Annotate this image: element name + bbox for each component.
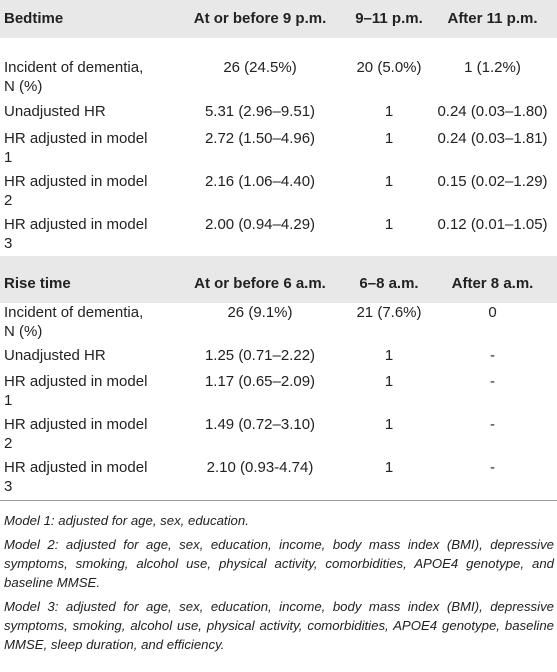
table-cell: 5.31 (2.96–9.51) (204, 103, 316, 120)
table-cell: 26 (9.1%) (227, 304, 293, 321)
row-label: HR adjusted in model 3 (4, 216, 148, 252)
header-cell: At or before 6 a.m. (194, 275, 326, 292)
table-cell: - (490, 347, 495, 364)
table-cell: 2.16 (1.06–4.40) (204, 173, 316, 190)
table-row: Unadjusted HR 1.25 (0.71–2.22) 1 - (0, 346, 557, 370)
table-cell: 1 (384, 373, 394, 390)
table-cell: 1 (384, 216, 394, 233)
header-cell: Bedtime (4, 10, 64, 27)
table-cell: - (490, 416, 495, 433)
row-label: HR adjusted in model 1 (4, 373, 148, 409)
table-cell: 0.12 (0.01–1.05) (437, 216, 548, 233)
table-row: HR adjusted in model 1 2.72 (1.50–4.96) 1 0… (0, 126, 557, 169)
footnote: Model 2: adjusted for age, sex, educatio… (4, 537, 554, 590)
table-row: HR adjusted in model 3 2.10 (0.93-4.74) 1 - (0, 458, 557, 500)
table-cell: 1 (384, 347, 394, 364)
table-cell: - (490, 373, 495, 390)
table-row: Unadjusted HR 5.31 (2.96–9.51) 1 0.24 (0.03… (0, 100, 557, 126)
table-cell: 1 (1.2%) (464, 59, 521, 76)
header-cell: After 8 a.m. (451, 275, 534, 292)
table-row: HR adjusted in model 1 1.17 (0.65–2.09) 1 - (0, 370, 557, 415)
header-cell: 6–8 a.m. (359, 275, 419, 292)
header-row: Bedtime At or before 9 p.m. 9–11 p.m. After… (0, 0, 557, 38)
table-cell: 0.15 (0.02–1.29) (437, 173, 548, 190)
table-cell: 1 (384, 416, 394, 433)
table-cell: 0.24 (0.03–1.80) (437, 103, 548, 120)
table-cell: 1 (384, 103, 394, 120)
table-row: Incident of dementia, N (%) 26 (9.1%) 21 (… (0, 303, 557, 346)
table-row: Incident of dementia, N (%) 26 (24.5%) 20 … (0, 38, 557, 100)
table-cell: 0.24 (0.03–1.81) (437, 130, 548, 147)
table-cell: 21 (7.6%) (356, 304, 422, 321)
footnote: Model 3: adjusted for age, sex, educatio… (4, 599, 554, 652)
header-cell: Rise time (4, 275, 71, 292)
table-cell: 1 (384, 173, 394, 190)
header-row: Rise time At or before 6 a.m. 6–8 a.m. Afte… (0, 256, 557, 303)
row-label: Incident of dementia, N (%) (4, 304, 144, 340)
footnote: Model 1: adjusted for age, sex, educatio… (4, 513, 249, 528)
row-label: HR adjusted in model 2 (4, 173, 148, 209)
table-cell: 0 (488, 304, 497, 321)
table-cell: 26 (24.5%) (223, 59, 297, 76)
table-cell: 1 (384, 130, 394, 147)
row-label: Unadjusted HR (4, 347, 106, 364)
row-label: Incident of dementia, N (%) (4, 59, 144, 95)
table-cell: 1.25 (0.71–2.22) (204, 347, 316, 364)
row-label: HR adjusted in model 2 (4, 416, 148, 452)
table-cell: 2.72 (1.50–4.96) (204, 130, 316, 147)
table-row: HR adjusted in model 3 2.00 (0.94–4.29) 1 0… (0, 212, 557, 256)
table-cell: 2.10 (0.93-4.74) (206, 459, 314, 476)
table-cell: - (490, 459, 495, 476)
row-label: HR adjusted in model 1 (4, 130, 148, 166)
table-row: HR adjusted in model 2 2.16 (1.06–4.40) 1 0… (0, 169, 557, 212)
header-cell: 9–11 p.m. (355, 10, 423, 27)
table-cell: 1 (384, 459, 394, 476)
table-cell: 1.17 (0.65–2.09) (204, 373, 316, 390)
row-label: HR adjusted in model 3 (4, 459, 148, 495)
table-cell: 20 (5.0%) (356, 59, 422, 76)
table-cell: 2.00 (0.94–4.29) (204, 216, 316, 233)
header-cell: At or before 9 p.m. (193, 10, 327, 27)
header-cell: After 11 p.m. (447, 10, 538, 27)
footnotes: Model 1: adjusted for age, sex, educatio… (4, 511, 554, 659)
table-cell: 1.49 (0.72–3.10) (204, 416, 316, 433)
table-row: HR adjusted in model 2 1.49 (0.72–3.10) 1 - (0, 415, 557, 458)
row-label: Unadjusted HR (4, 103, 106, 120)
table-rule (0, 500, 557, 501)
